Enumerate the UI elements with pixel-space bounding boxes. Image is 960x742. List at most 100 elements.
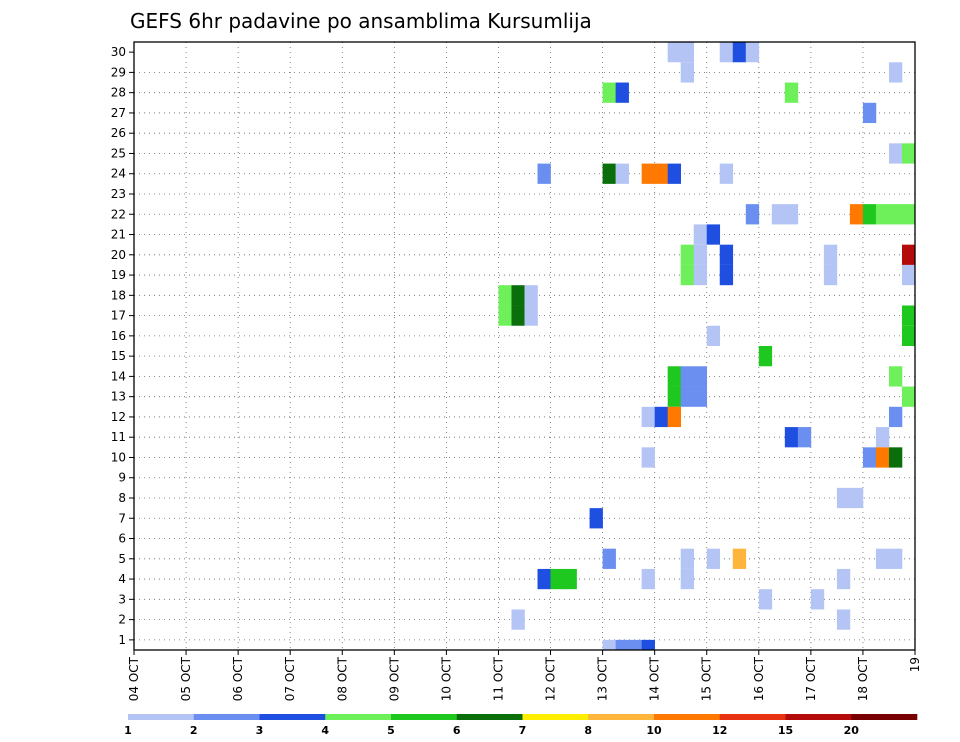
x-tick-label: 05 OCT [179,656,193,701]
x-tick-label: 08 OCT [335,656,349,701]
heatmap-cell [511,285,525,306]
y-tick-label: 29 [111,65,126,79]
colorbar-swatch [259,714,326,720]
heatmap-cell [693,366,708,387]
plot-frame [133,41,916,651]
heatmap-cell [836,609,851,630]
x-tick-label: 18 OCT [856,656,870,701]
y-tick-label: 11 [111,430,126,444]
heatmap-cell [862,204,877,225]
y-tick-label: 6 [118,532,126,546]
heatmap-cell [693,224,708,245]
x-tick-label: 11 OCT [491,656,505,701]
heatmap-cell [628,639,642,650]
x-tick-label: 19 [908,657,922,672]
heatmap-cell [823,264,838,286]
heatmap-cell [680,62,695,83]
heatmap-cell [589,508,603,529]
colorbar-label: 20 [844,724,860,737]
y-tick-label: 23 [111,187,126,201]
heatmap-cell [693,264,708,286]
y-tick-label: 2 [118,613,126,627]
heatmap-cell [810,589,825,610]
x-tick-label: 15 OCT [700,656,714,701]
heatmap-cell [693,386,708,407]
heatmap-cell [667,42,681,63]
colorbar-label: 1 [124,724,132,737]
heatmap-cell [615,163,629,184]
colorbar-label: 5 [387,724,395,737]
colorbar-label: 7 [519,724,527,737]
y-tick-label: 27 [111,106,126,120]
y-tick-label: 24 [111,167,126,181]
heatmap-cell [667,366,681,387]
heatmap-cell [875,204,890,225]
chart-title: GEFS 6hr padavine po ansamblima Kursumli… [130,9,592,33]
x-axis-ticks: 04 OCT 05 OCT 06 OCT 07 OCT 08 OCT 09 OCT 10 O… [127,650,922,701]
y-tick-label: 22 [111,207,126,221]
colorbar-swatch [456,714,523,720]
heatmap-cell [784,204,799,225]
heatmap-cell [654,406,668,428]
heatmap-cell [888,204,903,225]
y-tick-label: 30 [111,45,126,59]
heatmap-cell [784,427,799,448]
heatmap-cell [615,639,629,650]
heatmap-cell [706,325,721,346]
y-tick-label: 7 [118,511,126,525]
heatmap-cell [836,568,851,590]
y-tick-label: 14 [111,369,126,383]
heatmap-cell [706,548,721,569]
colorbar-swatch [325,714,392,720]
heatmap-cell [615,82,629,103]
colorbar-label: 4 [321,724,329,737]
heatmap-cell [524,305,538,326]
x-tick-label: 06 OCT [231,656,245,701]
heatmap-cell [602,548,616,569]
y-tick-label: 12 [111,410,126,424]
heatmap-cell [524,285,538,306]
heatmap-cell [667,386,681,407]
y-tick-label: 20 [111,248,126,262]
heatmap-cell [511,305,525,326]
y-tick-label: 16 [111,329,126,343]
heatmap-cell [602,82,616,103]
heatmap-cell [875,427,890,448]
x-tick-label: 04 OCT [127,656,141,701]
grid [134,42,915,650]
heatmap-cell [563,568,577,590]
heatmap-cell [797,427,812,448]
heatmap-cell [732,548,747,569]
heatmap-cell [680,548,695,569]
y-tick-label: 25 [111,146,126,160]
y-tick-label: 17 [111,309,126,323]
heatmap-cell [680,386,695,407]
heatmap-cell [680,244,695,265]
y-tick-label: 18 [111,288,126,302]
heatmap-cell [875,447,890,468]
y-tick-label: 3 [118,592,126,606]
heatmap-cell [745,204,760,225]
x-tick-label: 13 OCT [596,656,610,701]
y-tick-label: 15 [111,349,126,363]
heatmap-cell [901,204,916,225]
colorbar-swatch [785,714,852,720]
heatmap-cell [901,143,916,164]
heatmap-cell [901,325,916,346]
heatmap-cell [602,163,616,184]
heatmap-cell [849,487,864,509]
y-axis-ticks: 1234567891011121314151617181920212223242… [111,45,134,647]
colorbar-swatch [654,714,721,720]
y-tick-label: 10 [111,450,126,464]
heatmap-cell [641,163,655,184]
y-tick-label: 5 [118,552,126,566]
colorbar-label: 10 [646,724,662,737]
heatmap-cell [888,366,903,387]
heatmap-cell [758,589,773,610]
colorbar-label: 12 [712,724,727,737]
heatmap-cell [498,305,512,326]
heatmap-cell [537,163,551,184]
y-tick-label: 21 [111,228,126,242]
heatmap-cell [901,244,916,265]
heatmap-cell [680,264,695,286]
